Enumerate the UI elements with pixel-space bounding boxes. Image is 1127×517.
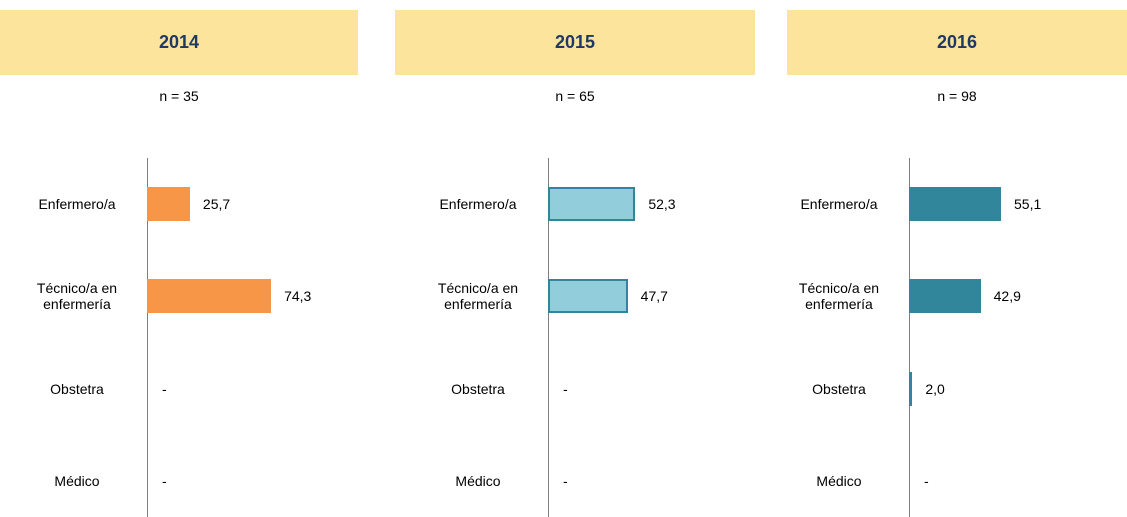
panel-title: 2016: [787, 10, 1127, 75]
value-label: 25,7: [202, 196, 231, 212]
category-label: Obstetra: [451, 381, 505, 397]
category-label: Enfermero/a: [800, 196, 878, 212]
bar: [147, 187, 190, 221]
value-label: -: [162, 473, 167, 489]
bar: [909, 187, 1002, 221]
category-label: Médico: [816, 473, 862, 489]
value-label: -: [563, 473, 568, 489]
category-label: Médico: [54, 473, 100, 489]
category-label: Obstetra: [50, 381, 104, 397]
axis-line: [147, 158, 148, 517]
subtitle: n = 98: [937, 88, 977, 104]
category-label: Enfermero/a: [38, 196, 116, 212]
axis-line: [548, 158, 549, 517]
value-label: 2,0: [925, 381, 945, 397]
value-label: 47,7: [640, 288, 668, 304]
value-label: -: [924, 473, 929, 489]
panel-title: 2015: [395, 10, 755, 75]
value-label: -: [162, 381, 167, 397]
bar: [548, 187, 636, 221]
bar: [909, 372, 913, 406]
value-label: 74,3: [284, 288, 312, 304]
category-label: Médico: [455, 473, 501, 489]
bar: [147, 279, 272, 313]
bar: [548, 279, 628, 313]
value-label: 52,3: [648, 196, 676, 212]
panel-title: 2014: [0, 10, 358, 75]
value-label: 55,1: [1014, 196, 1042, 212]
axis-line: [909, 158, 910, 517]
category-label: Técnico/a en enfermería: [437, 280, 519, 312]
category-label: Enfermero/a: [439, 196, 517, 212]
value-label: -: [563, 381, 568, 397]
subtitle: n = 35: [159, 88, 199, 104]
category-label: Técnico/a en enfermería: [798, 280, 880, 312]
value-label: 42,9: [993, 288, 1021, 304]
subtitle: n = 65: [555, 88, 595, 104]
category-label: Técnico/a en enfermería: [36, 280, 118, 312]
category-label: Obstetra: [812, 381, 866, 397]
bar: [909, 279, 981, 313]
